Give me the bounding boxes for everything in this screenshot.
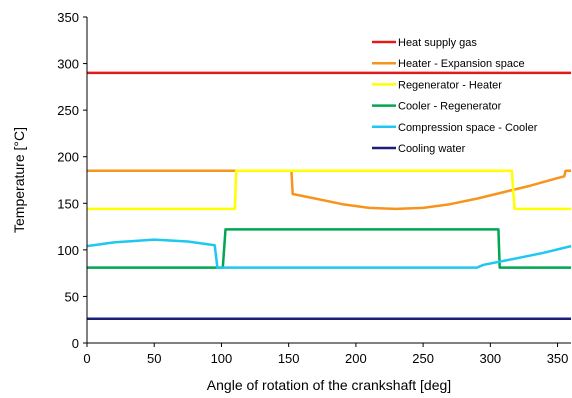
x-tick-label: 100 bbox=[211, 351, 233, 366]
y-tick-label: 50 bbox=[65, 289, 79, 304]
series-line-3 bbox=[87, 228, 571, 269]
x-axis-title: Angle of rotation of the crankshaft [deg… bbox=[207, 377, 451, 393]
series-line-2 bbox=[87, 169, 571, 211]
legend-label-1: Heater - Expansion space bbox=[398, 58, 525, 70]
legend: Heat supply gas Heater - Expansion space R… bbox=[372, 37, 538, 155]
y-tick-label: 100 bbox=[57, 243, 79, 258]
x-tick-label: 250 bbox=[412, 351, 434, 366]
x-tick-label: 150 bbox=[278, 351, 300, 366]
series-layer bbox=[86, 71, 572, 321]
legend-label-3: Cooler - Regenerator bbox=[398, 101, 502, 113]
y-tick-label: 200 bbox=[57, 150, 79, 165]
x-tick-label: 50 bbox=[147, 351, 161, 366]
y-axis-title: Temperature [°C] bbox=[11, 127, 27, 233]
legend-label-4: Compression space - Cooler bbox=[398, 122, 538, 134]
y-tick-label: 0 bbox=[72, 336, 79, 351]
y-tick-label: 150 bbox=[57, 196, 79, 211]
legend-label-5: Cooling water bbox=[398, 143, 466, 155]
axis-layer: 0 50 100 150 200 250 300 350 0 50 100 150 200 250 300 3… bbox=[57, 10, 571, 366]
x-tick-label: 350 bbox=[547, 351, 569, 366]
x-tick-label: 200 bbox=[345, 351, 367, 366]
y-tick-label: 250 bbox=[57, 103, 79, 118]
x-tick-label: 0 bbox=[83, 351, 90, 366]
legend-label-2: Regenerator - Heater bbox=[398, 79, 502, 91]
x-tick-label: 300 bbox=[479, 351, 501, 366]
y-tick-label: 350 bbox=[57, 10, 79, 25]
legend-label-0: Heat supply gas bbox=[398, 37, 477, 49]
series-line-1 bbox=[87, 169, 571, 211]
series-line-4 bbox=[86, 238, 572, 269]
y-tick-label: 300 bbox=[57, 57, 79, 72]
